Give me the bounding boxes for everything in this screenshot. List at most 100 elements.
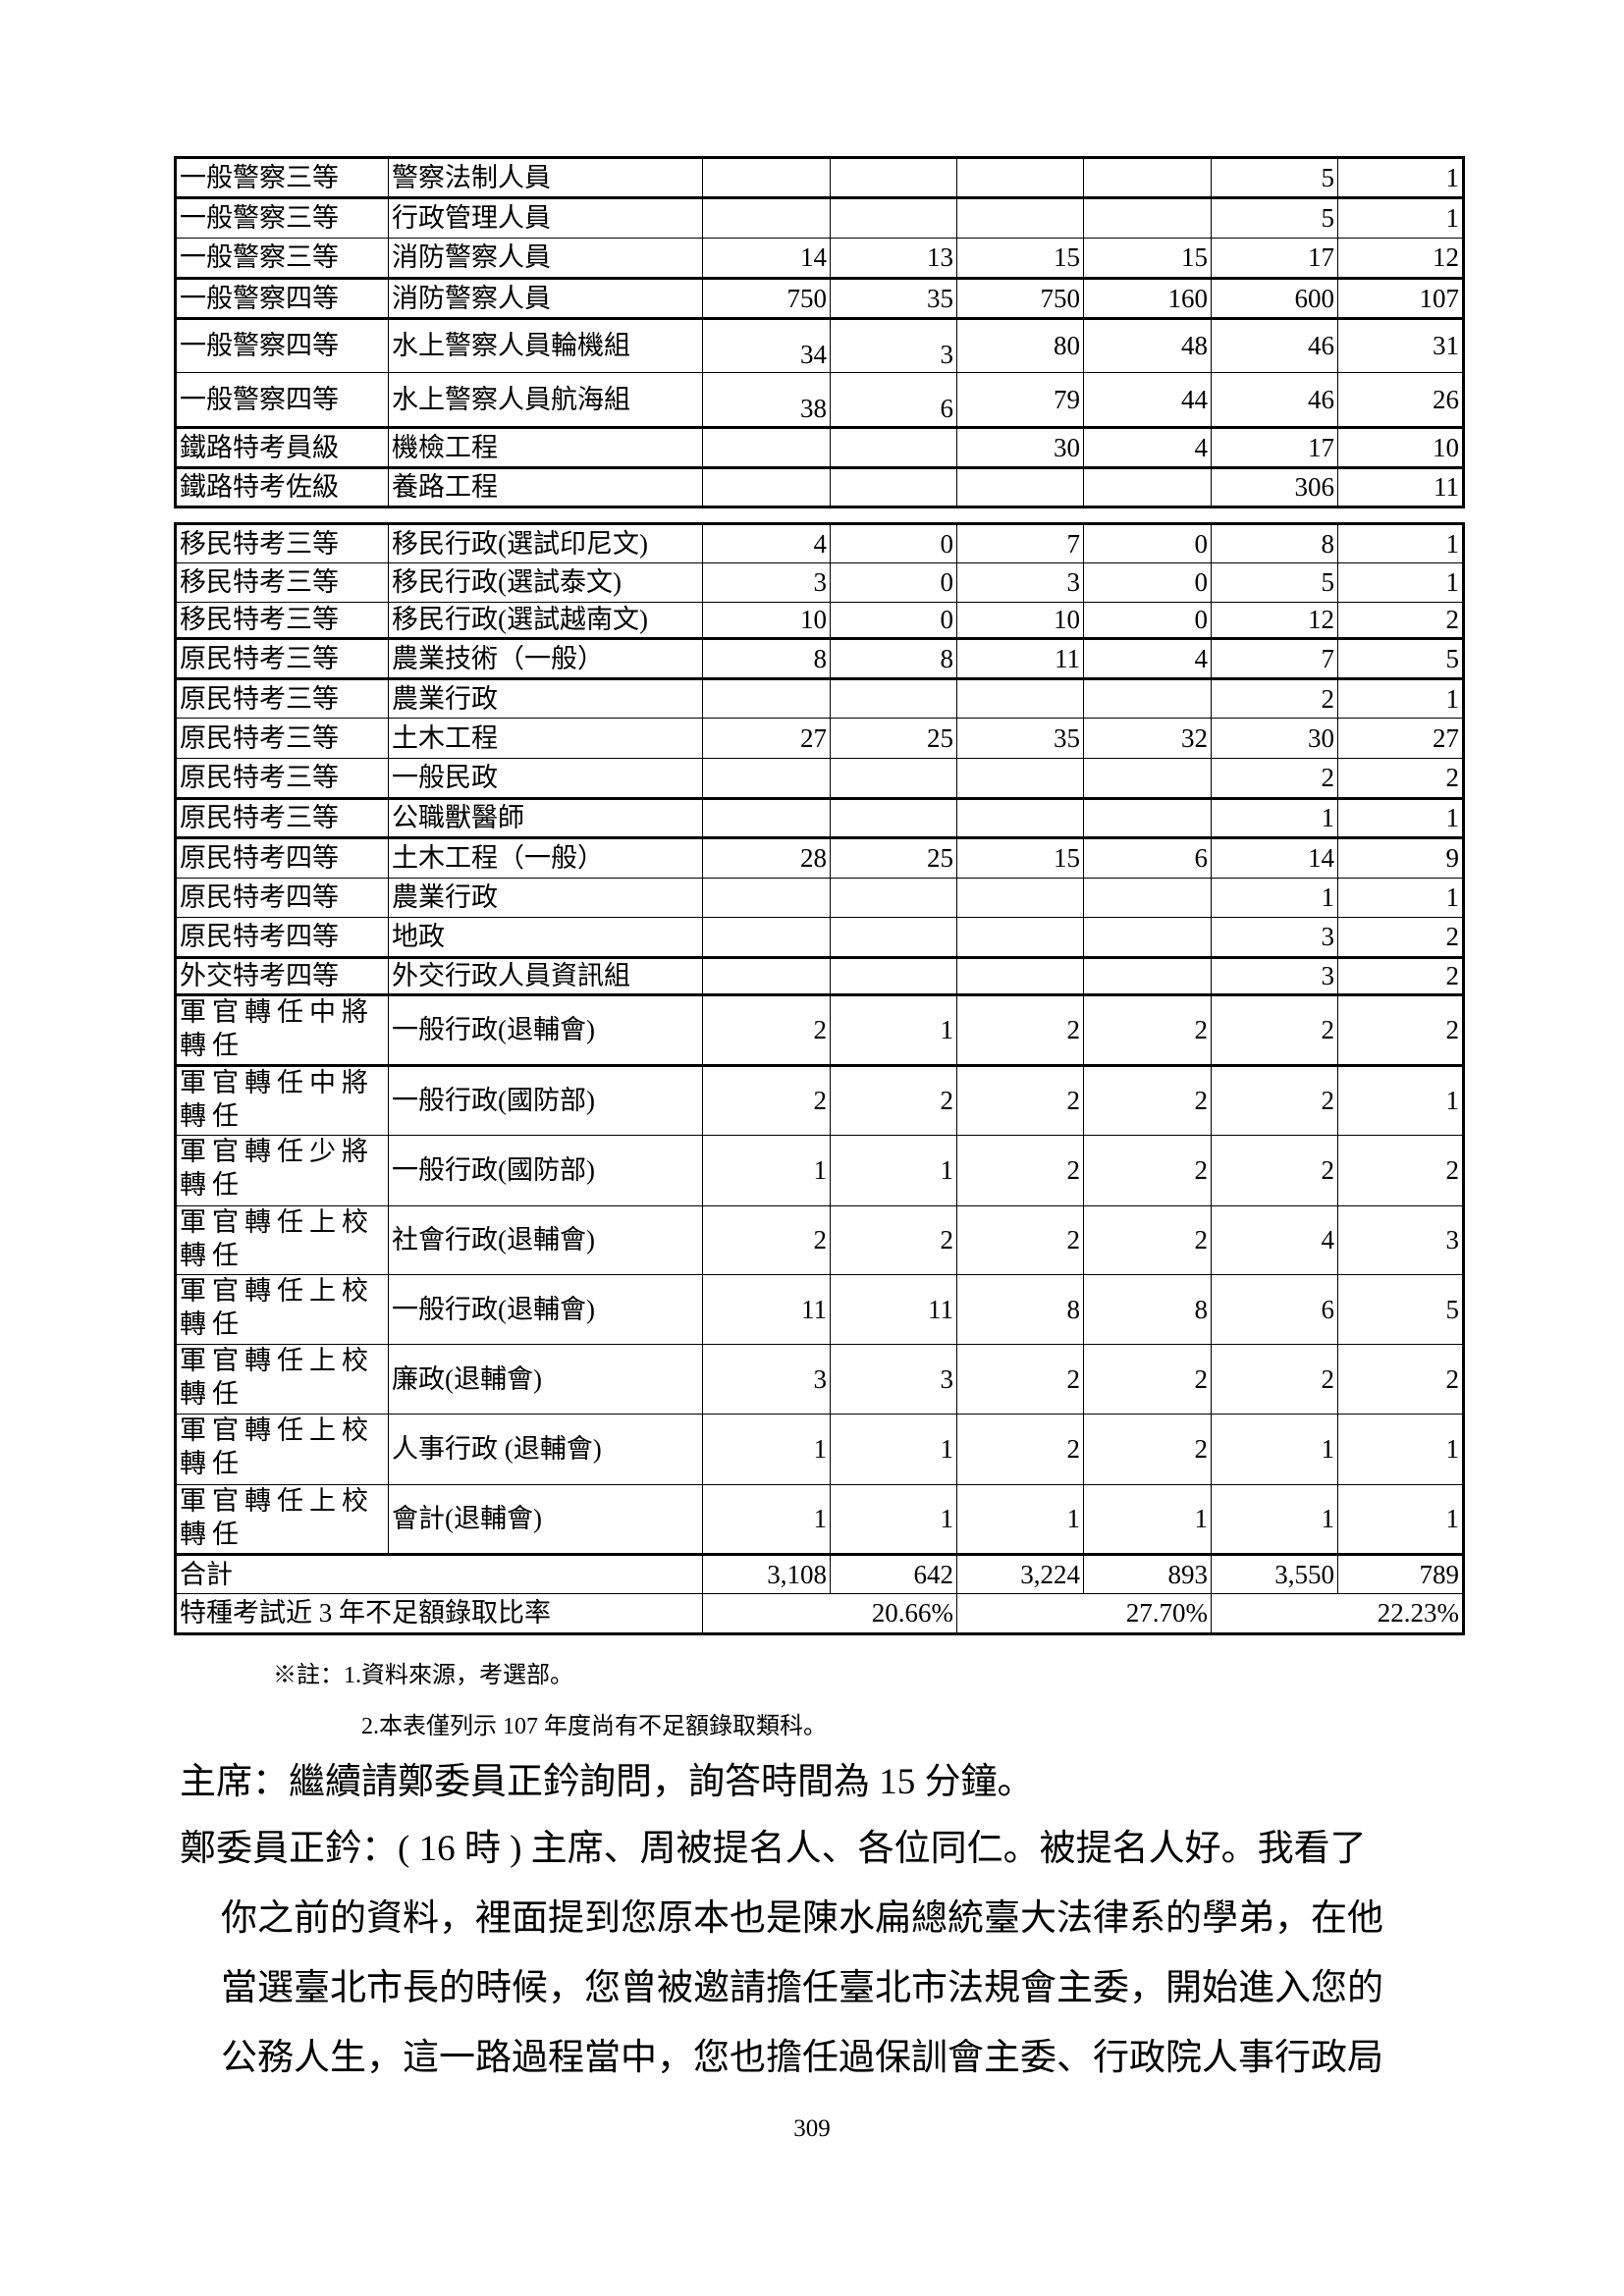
paragraph-line: 鄭委員正鈐：( 16 時 ) 主席、周被提名人、各位同仁。被提名人好。我看了	[180, 1829, 1367, 1869]
value-cell: 1	[830, 1484, 957, 1555]
value-cell: 14	[702, 238, 831, 279]
exam-cell: 軍官轉任上校轉任	[175, 1344, 389, 1415]
value-cell: 17	[1211, 426, 1338, 468]
subject-cell: 公職獸醫師	[388, 797, 703, 838]
value-cell: 600	[1211, 277, 1338, 319]
value-cell: 2	[1337, 1135, 1464, 1206]
value-cell: 1	[1337, 878, 1464, 918]
value-cell: 10	[1337, 426, 1464, 468]
value-cell: 25	[830, 836, 957, 879]
value-cell: 14	[1211, 836, 1338, 879]
value-cell	[830, 758, 957, 799]
value-cell: 2	[956, 993, 1084, 1066]
value-cell: 1	[1337, 523, 1464, 563]
table-row: 軍官轉任中將轉任 一般行政(退輔會) 2 1 2 2 2 2	[175, 993, 1464, 1066]
subject-cell: 一般行政(國防部)	[388, 1064, 703, 1136]
rate-value: 27.70%	[956, 1593, 1212, 1634]
value-cell	[1083, 196, 1212, 239]
value-cell	[956, 157, 1084, 198]
page-number: 309	[793, 2115, 831, 2142]
value-cell: 2	[956, 1344, 1084, 1415]
exam-cell: 移民特考三等	[175, 602, 389, 639]
value-cell	[830, 426, 957, 468]
table-row: 軍官轉任上校轉任 人事行政 (退輔會) 1 1 2 2 1 1	[175, 1414, 1464, 1485]
subject-cell: 土木工程	[388, 718, 703, 759]
total-value: 3,108	[702, 1553, 831, 1594]
paragraph-line: 當選臺北市長的時候，您曾被邀請擔任臺北市法規會主委，開始進入您的	[221, 1968, 1383, 2008]
value-cell: 0	[1083, 602, 1212, 639]
value-cell: 7	[1211, 637, 1338, 679]
value-cell: 1	[1337, 157, 1464, 198]
value-cell: 26	[1337, 372, 1464, 428]
value-cell: 8	[1083, 1274, 1212, 1345]
value-cell: 1	[1337, 562, 1464, 603]
value-cell: 3	[956, 562, 1084, 603]
exam-cell: 軍官轉任上校轉任	[175, 1414, 389, 1485]
subject-cell: 一般民政	[388, 758, 703, 799]
table-row: 一般警察三等 行政管理人員 5 1	[175, 196, 1464, 239]
exam-cell: 原民特考三等	[175, 797, 389, 838]
value-cell: 28	[702, 836, 831, 879]
quota-table-part-1: 一般警察三等 警察法制人員 5 1 一般警察三等 行政管理人員 5 1 一般警察三等 消防警察人員…	[174, 156, 1465, 508]
value-cell: 2	[1337, 1344, 1464, 1415]
value-cell: 35	[956, 718, 1084, 759]
rate-row: 特種考試近 3 年不足額錄取比率 20.66% 27.70% 22.23%	[175, 1593, 1464, 1634]
table-row: 鐵路特考佐級 養路工程 306 11	[175, 466, 1464, 507]
value-cell: 17	[1211, 238, 1338, 279]
table-row: 原民特考三等 一般民政 2 2	[175, 758, 1464, 799]
subject-cell: 移民行政(選試泰文)	[388, 562, 703, 603]
value-cell: 2	[1083, 1344, 1212, 1415]
value-cell: 306	[1211, 466, 1338, 507]
value-cell: 1	[1337, 1414, 1464, 1485]
value-cell: 3	[1211, 917, 1338, 958]
value-cell: 6	[1211, 1274, 1338, 1345]
value-cell: 1	[830, 1135, 957, 1206]
value-cell: 27	[702, 718, 831, 759]
value-cell	[956, 758, 1084, 799]
table-row: 原民特考四等 地政 3 2	[175, 917, 1464, 958]
quota-table-part-2: 移民特考三等 移民行政(選試印尼文) 4 0 7 0 8 1 移民特考三等 移民行政(選試泰文) 3…	[174, 522, 1465, 1635]
value-cell: 44	[1083, 372, 1212, 428]
value-cell	[956, 956, 1084, 995]
value-cell: 15	[956, 238, 1084, 279]
table-row: 原民特考四等 農業行政 1 1	[175, 878, 1464, 918]
total-value: 893	[1083, 1553, 1212, 1594]
value-cell: 6	[830, 372, 957, 428]
value-cell: 2	[702, 1205, 831, 1275]
value-cell: 2	[1211, 677, 1338, 719]
value-cell: 2	[1083, 993, 1212, 1066]
exam-cell: 外交特考四等	[175, 956, 389, 995]
value-cell: 2	[1083, 1064, 1212, 1136]
exam-cell: 一般警察三等	[175, 157, 389, 198]
exam-cell: 鐵路特考佐級	[175, 466, 389, 507]
value-cell: 2	[830, 1064, 957, 1136]
value-cell	[702, 426, 831, 468]
subject-cell: 水上警察人員輪機組	[388, 317, 703, 373]
subject-cell: 水上警察人員航海組	[388, 372, 703, 428]
exam-cell: 移民特考三等	[175, 562, 389, 603]
total-value: 642	[830, 1553, 957, 1594]
table-note-1: ※註：1.資料來源，考選部。	[273, 1663, 573, 1688]
value-cell: 35	[830, 277, 957, 319]
value-cell: 1	[1337, 196, 1464, 239]
table-row: 一般警察四等 水上警察人員航海組 38 6 79 44 46 26	[175, 372, 1464, 428]
exam-cell: 軍官轉任上校轉任	[175, 1484, 389, 1555]
exam-cell: 鐵路特考員級	[175, 426, 389, 468]
subject-cell: 農業行政	[388, 677, 703, 719]
value-cell: 12	[1337, 238, 1464, 279]
value-cell: 2	[1211, 1064, 1338, 1136]
subject-cell: 警察法制人員	[388, 157, 703, 198]
total-row: 合計 3,108 642 3,224 893 3,550 789	[175, 1553, 1464, 1594]
value-cell	[1083, 917, 1212, 958]
value-cell	[702, 917, 831, 958]
value-cell: 2	[956, 1064, 1084, 1136]
value-cell: 2	[702, 993, 831, 1066]
value-cell: 46	[1211, 317, 1338, 373]
subject-cell: 移民行政(選試印尼文)	[388, 523, 703, 563]
value-cell: 79	[956, 372, 1084, 428]
table-row: 原民特考四等 土木工程（一般） 28 25 15 6 14 9	[175, 836, 1464, 879]
exam-cell: 原民特考三等	[175, 677, 389, 719]
exam-cell: 一般警察三等	[175, 238, 389, 279]
value-cell: 13	[830, 238, 957, 279]
exam-cell: 原民特考三等	[175, 637, 389, 679]
